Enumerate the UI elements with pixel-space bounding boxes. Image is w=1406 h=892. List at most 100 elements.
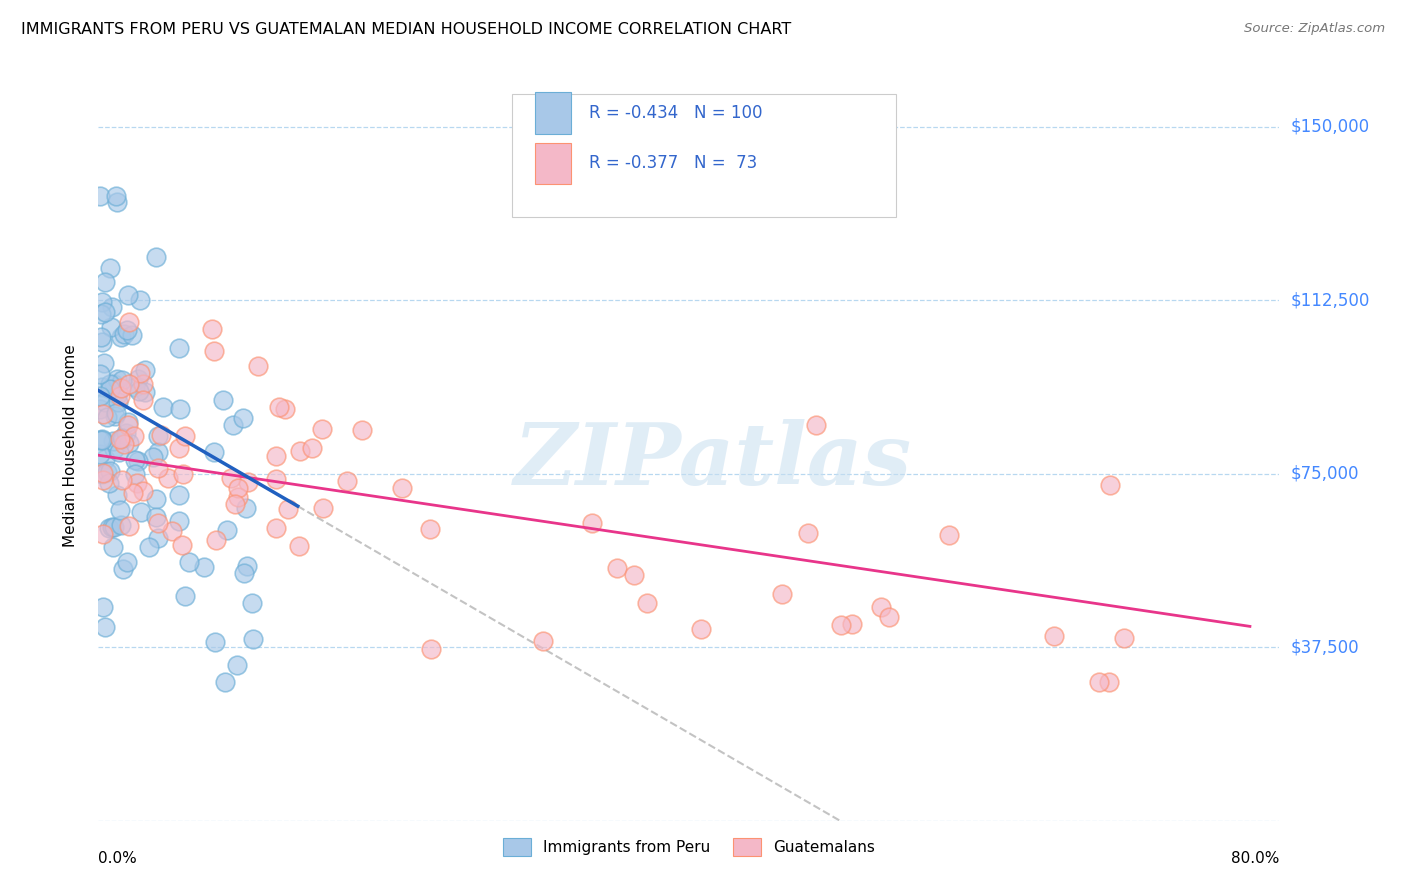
Point bbox=[122, 428, 145, 442]
Text: Source: ZipAtlas.com: Source: ZipAtlas.com bbox=[1244, 22, 1385, 36]
Point bbox=[108, 445, 131, 459]
Point bbox=[174, 429, 197, 443]
Point bbox=[121, 485, 143, 500]
Point bbox=[288, 539, 311, 553]
Point bbox=[266, 472, 288, 486]
Point bbox=[117, 415, 139, 429]
Point bbox=[146, 531, 169, 545]
Point bbox=[219, 471, 242, 485]
Point bbox=[138, 541, 160, 555]
Point bbox=[100, 320, 122, 334]
Point bbox=[877, 610, 900, 624]
Point bbox=[1112, 631, 1135, 645]
Bar bbox=[536, 93, 571, 134]
Point bbox=[167, 488, 190, 502]
Point bbox=[89, 189, 111, 203]
Point bbox=[97, 476, 120, 491]
Point bbox=[89, 402, 111, 417]
Point bbox=[128, 293, 150, 307]
Point bbox=[160, 524, 183, 538]
Point bbox=[148, 516, 170, 530]
Point bbox=[90, 307, 112, 321]
Point bbox=[94, 395, 117, 409]
Point bbox=[311, 422, 333, 436]
Text: $37,500: $37,500 bbox=[1291, 638, 1360, 657]
Point bbox=[128, 384, 150, 399]
Point bbox=[112, 326, 135, 341]
Point bbox=[93, 275, 115, 289]
Point bbox=[103, 519, 125, 533]
Point bbox=[145, 251, 167, 265]
Point bbox=[235, 501, 257, 516]
Text: $112,500: $112,500 bbox=[1291, 292, 1369, 310]
Point bbox=[91, 467, 114, 481]
Point bbox=[690, 622, 713, 636]
Point bbox=[89, 447, 111, 461]
Point bbox=[172, 467, 194, 481]
Point bbox=[129, 505, 152, 519]
Point bbox=[581, 516, 603, 530]
Point bbox=[103, 540, 125, 554]
Point bbox=[247, 359, 270, 373]
Point bbox=[170, 538, 193, 552]
Point bbox=[90, 467, 112, 481]
Point bbox=[391, 482, 413, 496]
Point bbox=[100, 376, 122, 391]
Point bbox=[127, 476, 149, 491]
Point bbox=[118, 376, 141, 391]
Point bbox=[266, 449, 288, 463]
Point bbox=[226, 490, 249, 504]
Point bbox=[132, 483, 155, 498]
Point bbox=[145, 509, 167, 524]
Point bbox=[103, 442, 125, 456]
Point bbox=[98, 261, 121, 276]
Point bbox=[111, 433, 134, 447]
Point bbox=[232, 410, 254, 425]
Point bbox=[177, 555, 200, 569]
Point bbox=[107, 394, 129, 409]
Point bbox=[110, 518, 132, 533]
Point bbox=[150, 427, 173, 442]
Point bbox=[224, 497, 246, 511]
Point bbox=[108, 432, 131, 446]
Point bbox=[118, 315, 141, 329]
Point bbox=[531, 633, 554, 648]
Point bbox=[91, 527, 114, 541]
Point bbox=[94, 620, 117, 634]
Point bbox=[105, 372, 128, 386]
Point bbox=[110, 431, 132, 445]
Point bbox=[94, 305, 117, 319]
Point bbox=[204, 533, 226, 548]
Point bbox=[266, 521, 288, 535]
Y-axis label: Median Household Income: Median Household Income bbox=[63, 344, 77, 548]
Point bbox=[105, 195, 128, 210]
Point bbox=[115, 555, 138, 569]
Point bbox=[938, 527, 960, 541]
Point bbox=[636, 596, 658, 610]
Point bbox=[117, 417, 139, 432]
Point bbox=[124, 467, 146, 482]
Point bbox=[111, 562, 134, 576]
Point bbox=[797, 525, 820, 540]
Point bbox=[96, 465, 118, 479]
Point bbox=[111, 473, 134, 487]
Point bbox=[167, 441, 190, 455]
Point bbox=[110, 329, 132, 343]
Point bbox=[103, 376, 125, 391]
Point bbox=[277, 502, 299, 516]
Point bbox=[124, 453, 146, 467]
Text: R = -0.377   N =  73: R = -0.377 N = 73 bbox=[589, 154, 756, 172]
Point bbox=[115, 426, 138, 441]
Point bbox=[98, 521, 121, 535]
Point bbox=[169, 514, 191, 528]
Point bbox=[217, 523, 239, 537]
Point bbox=[124, 380, 146, 394]
Text: $150,000: $150,000 bbox=[1291, 118, 1369, 136]
Point bbox=[118, 519, 141, 533]
Point bbox=[104, 406, 127, 420]
Point bbox=[112, 436, 135, 450]
Point bbox=[212, 393, 235, 408]
Point bbox=[134, 363, 156, 377]
Point bbox=[623, 568, 645, 582]
Point bbox=[606, 561, 628, 575]
